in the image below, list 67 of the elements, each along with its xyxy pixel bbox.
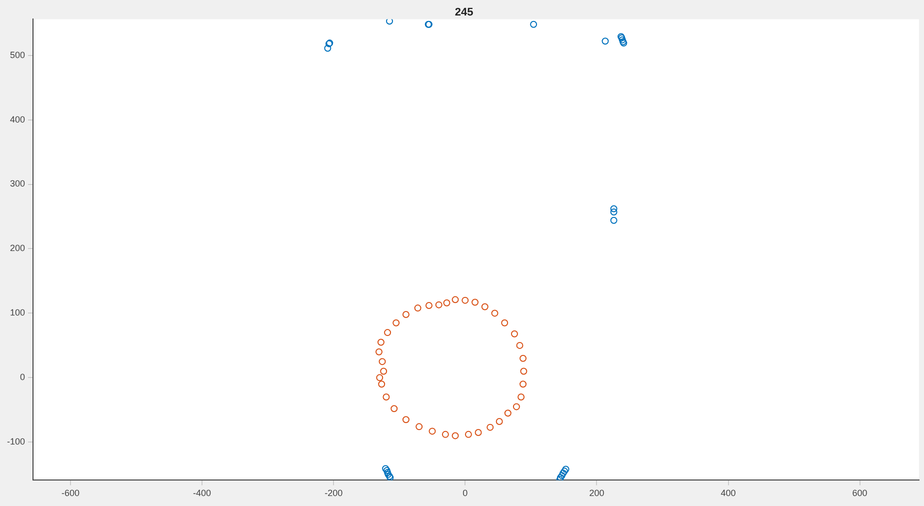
point bbox=[402, 311, 410, 318]
point bbox=[377, 338, 384, 346]
point bbox=[382, 465, 390, 472]
point bbox=[610, 208, 618, 216]
point bbox=[442, 430, 449, 438]
y-tick-label: 0 bbox=[20, 372, 26, 382]
point bbox=[472, 298, 479, 306]
point bbox=[380, 368, 388, 375]
point bbox=[416, 423, 423, 430]
point bbox=[402, 416, 410, 424]
point bbox=[512, 403, 520, 410]
point bbox=[464, 430, 472, 438]
point bbox=[530, 20, 538, 28]
point bbox=[504, 410, 512, 417]
point bbox=[474, 428, 482, 436]
point bbox=[520, 354, 527, 362]
y-tick-label: 500 bbox=[10, 50, 26, 60]
point bbox=[496, 418, 503, 426]
point bbox=[560, 468, 568, 475]
point bbox=[392, 319, 400, 326]
point bbox=[520, 368, 528, 375]
point bbox=[384, 329, 392, 336]
point bbox=[386, 19, 394, 25]
point bbox=[435, 301, 442, 308]
point bbox=[510, 330, 518, 338]
point bbox=[520, 380, 527, 388]
point bbox=[375, 348, 382, 356]
chart-title: 245 bbox=[454, 6, 474, 19]
point bbox=[414, 304, 422, 312]
x-tick-label: 600 bbox=[852, 488, 868, 498]
point bbox=[501, 319, 508, 326]
point bbox=[382, 394, 390, 401]
x-tick-label: -400 bbox=[193, 488, 212, 498]
point bbox=[390, 405, 398, 412]
point bbox=[452, 296, 459, 304]
x-tick-label: 400 bbox=[720, 488, 736, 498]
x-tick-label: 200 bbox=[589, 488, 604, 498]
y-tick-label: -100 bbox=[7, 436, 26, 447]
point bbox=[481, 303, 488, 310]
point bbox=[425, 302, 432, 309]
point bbox=[560, 470, 567, 477]
y-tick-label: 200 bbox=[10, 243, 26, 254]
point bbox=[376, 374, 384, 382]
point bbox=[443, 299, 450, 306]
x-tick-label: 0 bbox=[462, 488, 468, 498]
point bbox=[618, 36, 626, 44]
point bbox=[562, 466, 570, 473]
point bbox=[378, 358, 386, 366]
point bbox=[518, 394, 525, 401]
point bbox=[452, 432, 459, 440]
point bbox=[491, 310, 498, 317]
point bbox=[378, 380, 386, 388]
x-tick-label: -200 bbox=[324, 488, 343, 498]
point bbox=[602, 38, 609, 45]
point bbox=[610, 205, 618, 212]
point bbox=[384, 470, 392, 478]
point bbox=[462, 296, 469, 304]
x-tick-label: -600 bbox=[61, 488, 80, 498]
point bbox=[516, 342, 524, 349]
point bbox=[428, 428, 436, 435]
point bbox=[610, 216, 618, 224]
y-tick-label: 300 bbox=[10, 178, 26, 189]
point bbox=[324, 44, 332, 52]
y-tick-label: 100 bbox=[10, 308, 26, 318]
y-tick-label: 400 bbox=[10, 114, 26, 124]
point bbox=[558, 472, 566, 480]
point bbox=[486, 424, 494, 431]
